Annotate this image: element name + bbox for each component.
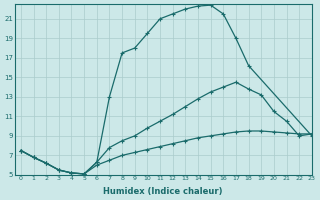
X-axis label: Humidex (Indice chaleur): Humidex (Indice chaleur) bbox=[103, 187, 223, 196]
